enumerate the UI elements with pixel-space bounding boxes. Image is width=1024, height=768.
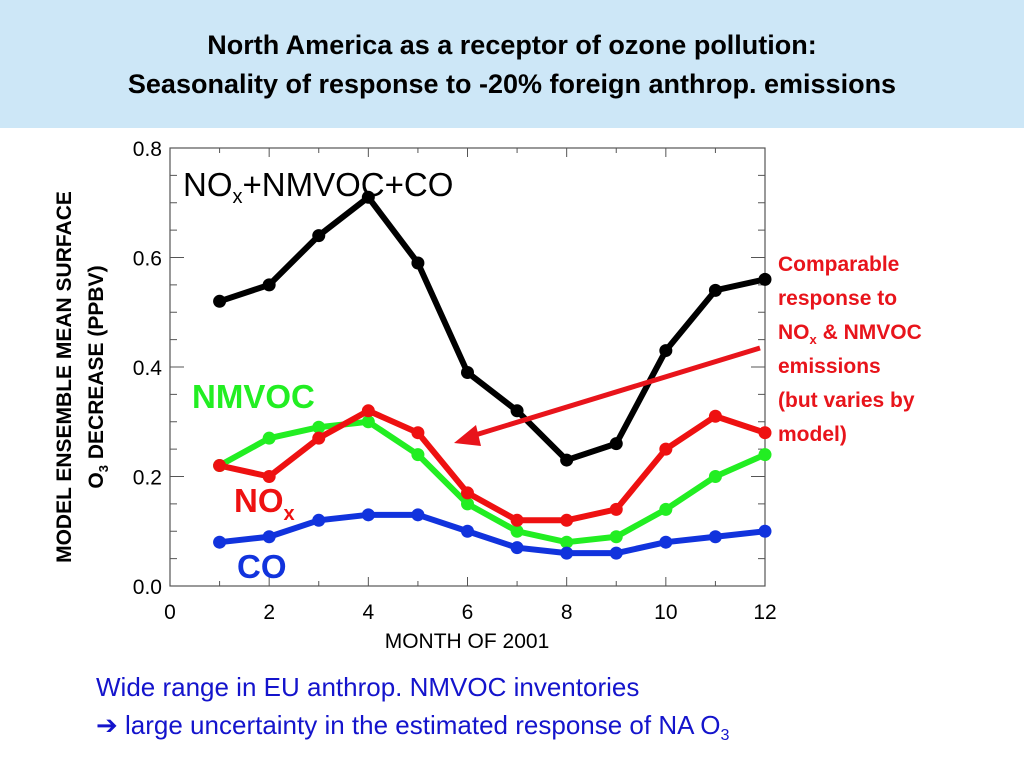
x-tick-label: 12	[753, 601, 776, 624]
callout-line-6: model)	[778, 423, 847, 446]
data-point-co	[312, 513, 326, 527]
footer-note: Wide range in EU anthrop. NMVOC inventor…	[96, 668, 996, 744]
series-line-total	[218, 194, 766, 464]
data-point-total	[361, 190, 375, 204]
data-point-nox	[411, 426, 425, 440]
data-point-total	[411, 256, 425, 270]
x-tick-label: 8	[561, 601, 573, 624]
x-axis-label: MONTH OF 2001	[385, 630, 550, 653]
data-point-nmvoc	[312, 420, 326, 434]
title-banner: North America as a receptor of ozone pol…	[0, 0, 1024, 128]
title-line-1: North America as a receptor of ozone pol…	[207, 30, 817, 60]
data-point-nox	[708, 409, 722, 423]
series-label-co: CO	[237, 548, 287, 585]
series-line-nmvoc	[218, 418, 767, 546]
data-point-nox	[758, 426, 772, 440]
data-point-nox	[560, 513, 574, 527]
series-label-nox: NOx	[234, 482, 295, 525]
arrow-icon: ➔	[96, 710, 118, 740]
data-point-co	[560, 546, 574, 560]
data-point-total	[560, 453, 574, 467]
data-point-nox	[262, 470, 276, 483]
data-point-nmvoc	[361, 415, 375, 429]
data-point-total	[312, 229, 326, 243]
data-point-co	[213, 535, 227, 549]
y-tick-label: 0.6	[133, 248, 162, 271]
data-point-co	[510, 541, 524, 555]
data-point-co	[609, 546, 623, 560]
footer-line-2: ➔ large uncertainty in the estimated res…	[96, 710, 730, 745]
x-tick-label: 4	[362, 601, 374, 624]
data-point-total	[510, 404, 524, 418]
y-tick-label: 0.4	[133, 357, 163, 380]
callout-line-2: response to	[778, 287, 898, 310]
x-tick-label: 10	[654, 601, 677, 624]
series-line-co	[219, 511, 766, 557]
data-point-co	[361, 508, 375, 522]
callout-line-1: Comparable	[778, 253, 900, 276]
data-point-nmvoc	[411, 448, 425, 462]
series-line-nox	[218, 407, 766, 524]
data-point-co	[262, 530, 276, 544]
data-point-co	[708, 530, 722, 544]
data-point-total	[461, 365, 474, 379]
data-point-nmvoc	[461, 497, 474, 511]
series-label-nmvoc: NMVOC	[192, 378, 315, 415]
data-point-nox	[213, 459, 227, 473]
data-point-nmvoc	[659, 502, 673, 516]
callout-line-3: NOx & NMVOC	[778, 321, 922, 348]
data-point-nox	[461, 486, 474, 500]
data-point-nmvoc	[708, 470, 722, 483]
x-tick-label: 6	[462, 601, 474, 624]
data-point-total	[262, 278, 276, 292]
data-point-total	[758, 272, 772, 286]
data-point-nox	[659, 442, 673, 456]
footer-line-1: Wide range in EU anthrop. NMVOC inventor…	[96, 672, 640, 702]
series-label-total: NOx+NMVOC+CO	[183, 166, 453, 208]
data-point-total	[609, 437, 623, 451]
data-point-nmvoc	[758, 448, 772, 462]
x-tick-label: 0	[164, 601, 176, 624]
y-tick-label: 0.8	[133, 138, 162, 161]
callout-line-5: (but varies by	[778, 389, 915, 412]
title-line-2: Seasonality of response to -20% foreign …	[127, 69, 897, 99]
data-point-total	[659, 344, 673, 358]
data-point-co	[758, 524, 772, 538]
data-point-nmvoc	[262, 431, 276, 445]
data-point-nox	[510, 513, 524, 527]
data-point-total	[213, 294, 227, 308]
y-tick-label: 0.2	[133, 467, 162, 490]
data-point-nox	[361, 404, 375, 418]
x-tick-label: 2	[263, 601, 275, 624]
data-point-nox	[312, 431, 326, 445]
data-point-nmvoc	[560, 535, 574, 549]
callout-arrow-shaft	[471, 345, 761, 439]
data-point-nmvoc	[510, 524, 524, 538]
data-point-co	[411, 508, 425, 522]
data-point-co	[461, 524, 474, 538]
data-point-co	[659, 535, 673, 549]
callout-arrowhead	[454, 425, 481, 446]
callout-line-4: emissions	[778, 355, 881, 378]
data-point-total	[708, 283, 722, 297]
y-tick-label: 0.0	[133, 576, 162, 599]
data-point-nox	[609, 502, 623, 516]
callout-text: Comparable response to NOx & NMVOC emiss…	[778, 248, 1018, 452]
data-point-nmvoc	[609, 530, 623, 544]
